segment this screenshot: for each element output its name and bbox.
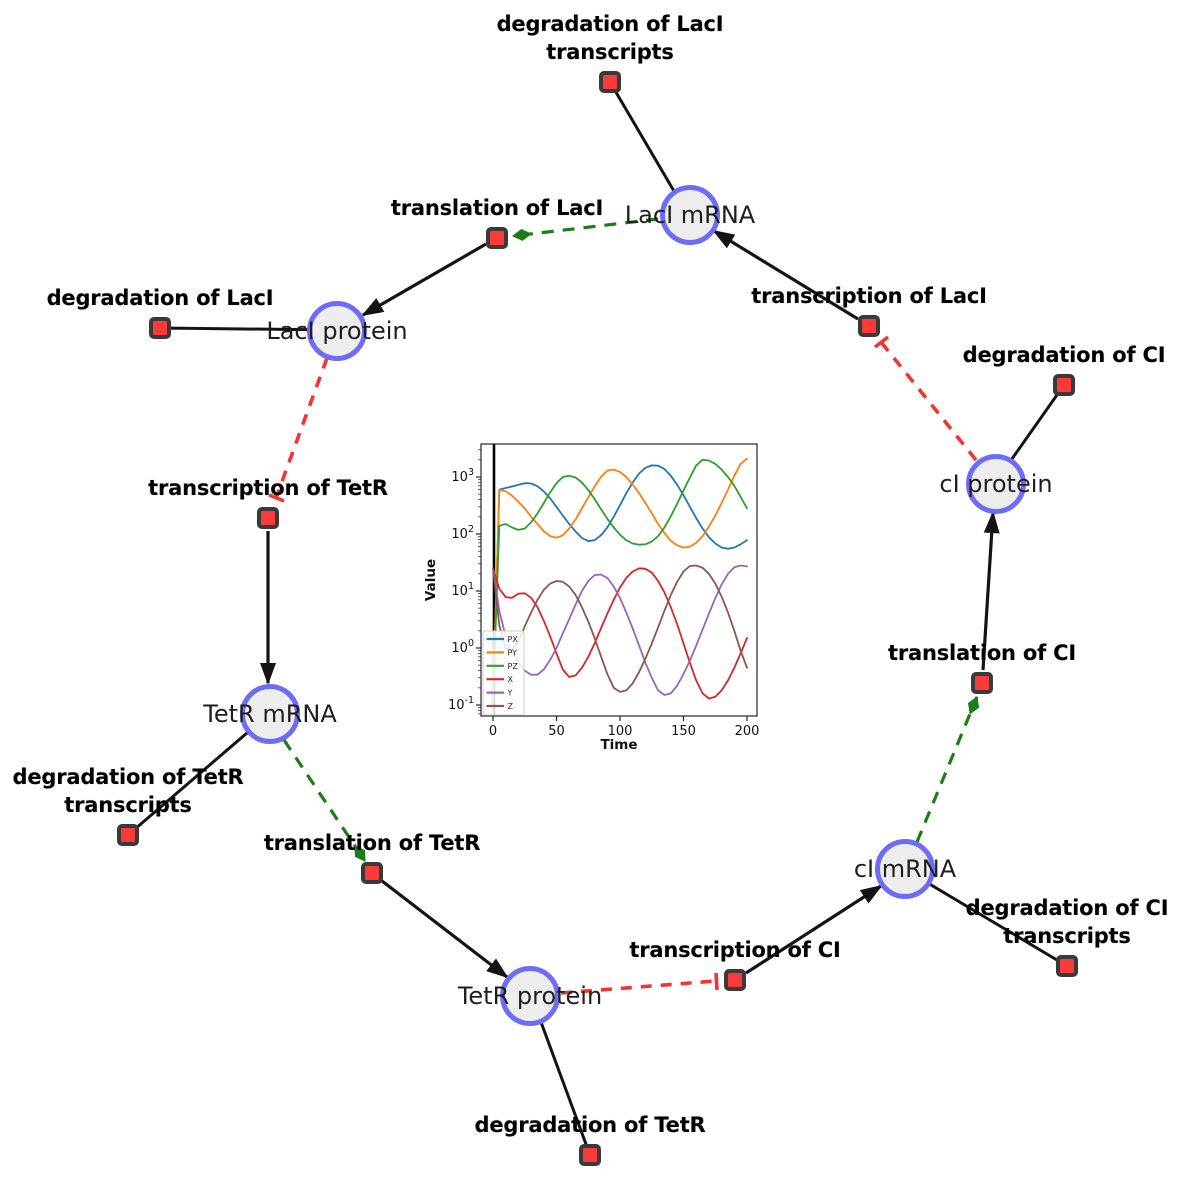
legend: PX PY PZ XYZ bbox=[482, 630, 525, 716]
legend-label-PX: PX bbox=[508, 635, 519, 644]
catalysis-cimrna-translation bbox=[915, 696, 980, 843]
y-axis-label: Value bbox=[425, 559, 439, 601]
inhibition-ciprotein-transcription-laci bbox=[879, 340, 978, 462]
arrow-transcription-laci bbox=[712, 229, 859, 321]
arrow-translation-tetr bbox=[381, 879, 509, 979]
catalysis-edges bbox=[282, 217, 980, 862]
x-tick-label: 0 bbox=[489, 724, 497, 739]
series-Z bbox=[492, 564, 748, 693]
legend-label-Y: Y bbox=[507, 689, 513, 698]
plot-frame bbox=[480, 443, 758, 717]
legend-label-X: X bbox=[508, 675, 514, 684]
series-lines bbox=[492, 457, 748, 702]
legend-label-PZ: PZ bbox=[508, 662, 519, 671]
legend-label-Z: Z bbox=[508, 702, 514, 711]
x-tick-label: 50 bbox=[548, 724, 565, 739]
catalysis-lacimrna-translation bbox=[512, 217, 659, 241]
inhibition-edges bbox=[268, 335, 978, 995]
inhibition-tbar-ci bbox=[714, 972, 719, 991]
series-PZ bbox=[492, 458, 748, 702]
edge-lacimrna-degradation bbox=[608, 81, 690, 216]
inhibition-tetrprotein-transcription-ci bbox=[560, 979, 717, 995]
series-PY bbox=[492, 457, 748, 702]
y-tick-label: 101 bbox=[451, 581, 474, 599]
legend-label-PY: PY bbox=[508, 648, 518, 657]
edge-ciprotein-degradation bbox=[993, 384, 1066, 484]
plot-area bbox=[481, 444, 757, 716]
x-axis-label: Time bbox=[600, 737, 637, 753]
legend-box bbox=[482, 630, 525, 716]
edge-cimrna-degradation bbox=[905, 868, 1068, 968]
y-tick-label: 103 bbox=[451, 467, 474, 485]
x-axis-ticks: 0 50 100 150 200 bbox=[489, 716, 760, 739]
inhibition-laciprotein-transcription-tetr bbox=[274, 357, 329, 499]
arrow-translation-laci bbox=[361, 242, 487, 317]
y-tick-label: 10-1 bbox=[448, 695, 474, 713]
y-tick-label: 102 bbox=[451, 524, 474, 542]
catalysis-tetrmrna-translation bbox=[282, 739, 367, 862]
arrow-translation-ci bbox=[981, 511, 1000, 671]
x-tick-label: 150 bbox=[671, 724, 696, 739]
edge-laciprotein-degradation bbox=[159, 326, 338, 332]
y-tick-label: 100 bbox=[451, 638, 474, 656]
production-arrows bbox=[260, 229, 1000, 979]
inhibition-tbar-laci bbox=[873, 335, 890, 349]
edge-tetrmrna-degradation bbox=[127, 713, 269, 837]
timecourse-plot: 10-1 100 101 102 103 0 50 100 150 200 PX PY PZ XYZ Tim… bbox=[425, 428, 780, 763]
inhibition-tbar-tetr bbox=[268, 493, 285, 503]
x-tick-label: 200 bbox=[735, 724, 760, 739]
edge-tetrprotein-degradation bbox=[529, 994, 592, 1156]
x-tick-label: 100 bbox=[608, 724, 633, 739]
series-Y bbox=[492, 564, 748, 696]
arrow-transcription-ci bbox=[745, 884, 883, 975]
